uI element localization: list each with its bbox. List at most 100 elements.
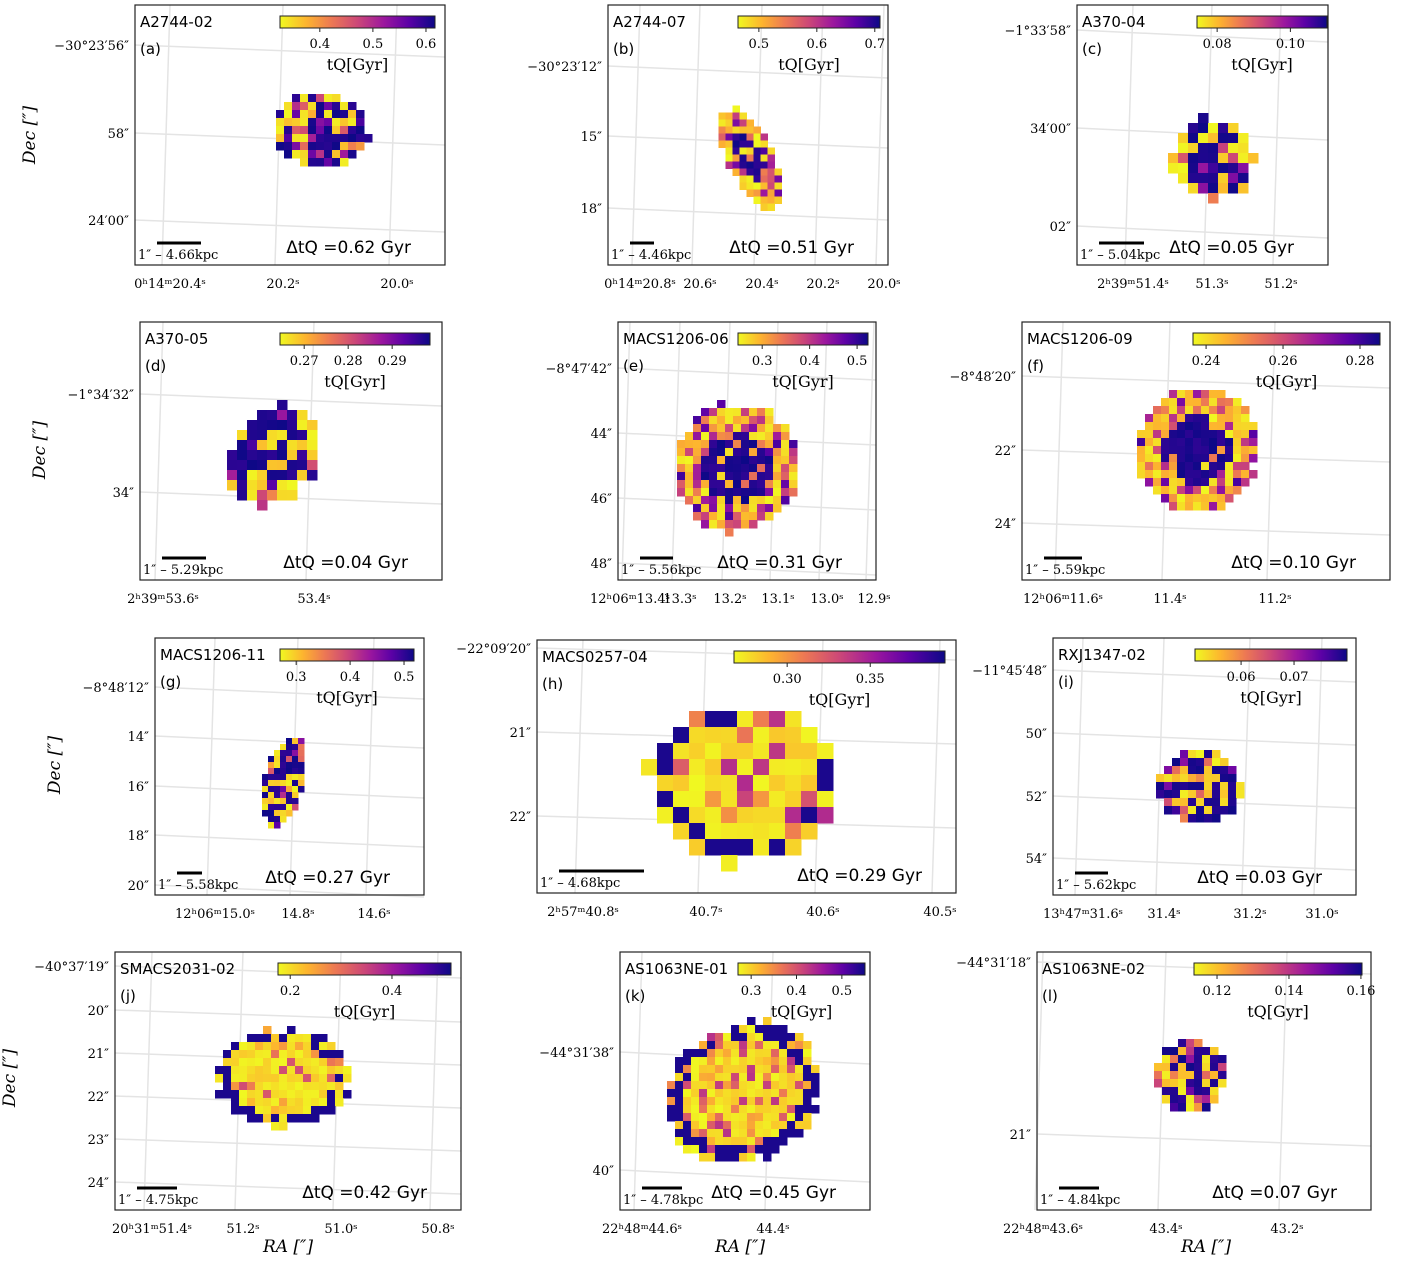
pixel [693,512,702,521]
pixel [769,743,786,760]
pixel [817,743,834,760]
colorbar-tick-label: 0.30 [773,672,802,687]
pixel [1156,782,1165,791]
pixel [763,1153,772,1162]
pixel [1193,462,1202,471]
pixel [1137,430,1146,439]
pixel [255,1114,264,1123]
y-axis-label: Dec [″] [20,106,40,166]
pixel [1201,470,1210,479]
pixel [1188,183,1199,194]
y-axis-label: Dec [″] [0,1049,20,1109]
sky-grid [206,637,216,896]
pixel [763,1033,772,1042]
pixel [1238,183,1249,194]
panel-title: A2744-07 [613,13,686,31]
delta-label: ΔtQ =0.03 Gyr [1197,868,1322,888]
sky-grid [139,393,443,407]
colorbar-tick-label: 0.5 [832,984,853,999]
pixel [779,1041,788,1050]
pixel [749,432,758,441]
panel-letter: (b) [613,40,634,58]
pixel [795,1089,804,1098]
pixel [268,756,275,763]
pixel [1177,414,1186,423]
pixel [1188,163,1199,174]
pixel [673,807,690,824]
pixel [257,440,268,451]
pixel [271,1034,280,1043]
pixel [295,1050,304,1059]
pixel [335,1090,344,1099]
pixel [1194,1039,1203,1048]
pixel [757,496,766,505]
pixel [741,480,750,489]
pixel [760,182,768,190]
pixel [785,807,802,824]
pixel [737,711,754,728]
dec-tick-label: −8°48′20″ [949,370,1016,385]
dec-tick-label: 20″ [88,1004,110,1019]
dec-tick-label: 58″ [108,127,130,142]
pixel [795,1041,804,1050]
pixel [723,1089,732,1098]
pixel [795,1113,804,1122]
pixel [286,762,293,769]
pixel [343,1066,352,1075]
pixel [1180,758,1189,767]
pixel [769,775,786,792]
sky-grid [1076,29,1329,43]
pixel [247,1042,256,1051]
pixel [689,711,706,728]
pixel [274,792,281,799]
pixel [1169,494,1178,503]
pixel [284,134,293,143]
panel-letter: (c) [1082,40,1102,58]
sky-grid [619,1169,871,1183]
pixel [774,196,782,204]
pixel [1169,414,1178,423]
pixel [803,1089,812,1098]
pixel [1153,438,1162,447]
pixel [699,1137,708,1146]
pixel [715,1145,724,1154]
pixel [1153,470,1162,479]
pixel [1186,1095,1195,1104]
pixel [801,775,818,792]
pixel [340,102,349,111]
pixel [795,1129,804,1138]
pixel [725,147,733,155]
pixel [787,1129,796,1138]
pixel [693,416,702,425]
pixel [1194,1095,1203,1104]
pixel [721,759,738,776]
pixel [781,440,790,449]
pixel [271,1122,280,1131]
pixel [287,460,298,471]
pixel [779,1033,788,1042]
pixel [767,154,775,162]
pixel [1198,153,1209,164]
pixel [746,126,754,134]
pixel [316,126,325,135]
pixel [300,94,309,103]
pixel [746,154,754,162]
pixel [765,432,774,441]
pixel [1208,163,1219,174]
pixel [307,460,318,471]
pixel [287,1050,296,1059]
pixel [763,1089,772,1098]
pixel [287,430,298,441]
pixel [707,1105,716,1114]
pixel [715,1153,724,1162]
pixel [757,504,766,513]
pixel [268,774,275,781]
pixel [717,520,726,529]
pixel [746,133,754,141]
pixel [1170,1063,1179,1072]
pixel [300,118,309,127]
pixel [723,1153,732,1162]
pixel [755,1025,764,1034]
pixel [795,1057,804,1066]
